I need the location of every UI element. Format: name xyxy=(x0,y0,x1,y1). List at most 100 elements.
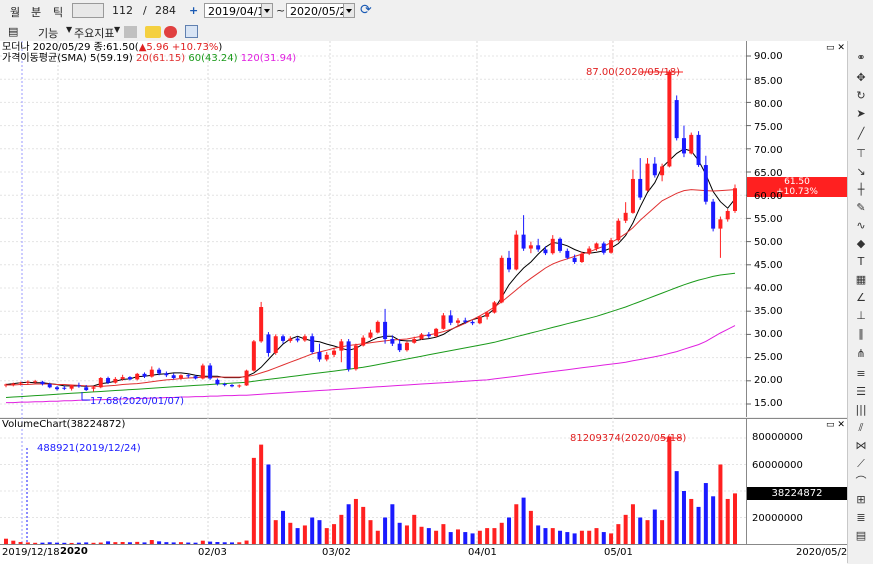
price-tick: 15.00 xyxy=(754,398,783,409)
price-legend: 모더나 2020/05/29 종:61.50(▲5.96 +10.73%) 가격… xyxy=(2,42,296,64)
legend-ma60: 60(43.24) xyxy=(188,53,238,64)
current-price: 61.50 xyxy=(784,177,810,187)
func-menu[interactable]: 기능 xyxy=(38,27,59,40)
current-change: +10.73% xyxy=(776,187,818,197)
price-tick: 50.00 xyxy=(754,237,783,248)
drawing-toolbar: ⚭ ✥ ↻ ➤ ╱ ⊤ ↘ ┼ ✎ ∿ ◆ T ▦ ∠ ⊥ ‖ ⋔ ≡ ☰ ||… xyxy=(847,41,873,563)
x-tick: 2019/12/18 xyxy=(2,547,60,558)
refresh-icon[interactable]: ⟳ xyxy=(360,2,372,18)
cycle-tool-icon[interactable]: ↻ xyxy=(856,89,866,102)
wave-tool-icon[interactable]: ∿ xyxy=(856,219,866,232)
low-annotation: 17.68(2020/01/07) xyxy=(90,396,185,407)
tab-minute[interactable]: 분 xyxy=(31,6,42,19)
date-to-dropdown[interactable] xyxy=(343,3,355,18)
price-tick: 80.00 xyxy=(754,99,783,110)
parallel-tool-icon[interactable]: ‖ xyxy=(858,327,864,340)
func-arrow-icon: ▼ xyxy=(66,25,73,34)
stack-tool-icon[interactable]: ≣ xyxy=(856,511,866,524)
ray-tool-icon[interactable]: ↘ xyxy=(856,165,866,178)
price-tick: 45.00 xyxy=(754,260,783,271)
sub-toolbar: ▤ 기능 ▼ 주요지표 ▼ xyxy=(0,22,873,42)
top-toolbar: 월 분 틱 112 / 284 + 2019/04/15 ~ 2020/05/2… xyxy=(0,0,873,23)
legend-ma20: 20(61.15) xyxy=(136,53,186,64)
x-axis xyxy=(0,544,847,564)
indicator-menu[interactable]: 주요지표 xyxy=(74,27,115,40)
hline-tool-icon[interactable]: ⊤ xyxy=(856,147,866,160)
text-tool-icon[interactable]: T xyxy=(857,255,865,268)
cross-tool-icon[interactable]: ✥ xyxy=(856,71,866,84)
add-button[interactable]: + xyxy=(189,4,199,17)
tab-month[interactable]: 월 xyxy=(10,6,21,19)
volume-tick: 80000000 xyxy=(752,432,803,443)
vol-min-annotation: 488921(2019/12/24) xyxy=(37,443,141,454)
legend-close-info: 2020/05/29 종:61.50( xyxy=(32,42,139,53)
color-box-icon[interactable] xyxy=(124,26,137,38)
x-tick: 2020 xyxy=(60,546,88,557)
legend-stock-name: 모더나 xyxy=(2,42,30,53)
price-tick: 55.00 xyxy=(754,214,783,225)
price-tick: 35.00 xyxy=(754,306,783,317)
bars-tool-icon[interactable]: ||| xyxy=(855,403,867,416)
count-value: 112 xyxy=(112,4,133,17)
legend-change: ▲5.96 +10.73% xyxy=(138,42,219,53)
period-input[interactable] xyxy=(72,3,104,18)
gann-tool-icon[interactable]: ⋈ xyxy=(855,439,867,452)
volume-tick: 20000000 xyxy=(752,513,803,524)
date-from-input[interactable]: 2019/04/15 xyxy=(204,3,271,18)
fib-tool-icon[interactable]: ≡ xyxy=(856,367,866,380)
line-tool-icon[interactable]: ╱ xyxy=(857,127,865,140)
date-from-dropdown[interactable] xyxy=(261,3,273,18)
pointer-tool-icon[interactable]: ➤ xyxy=(856,107,866,120)
price-tick: 75.00 xyxy=(754,122,783,133)
price-tick: 60.00 xyxy=(754,191,783,202)
angle-tool-icon[interactable]: ∠ xyxy=(856,291,866,304)
shape-tool-icon[interactable]: ◆ xyxy=(856,237,866,250)
stop-icon[interactable] xyxy=(164,26,177,38)
fan2-tool-icon[interactable]: ⟋ xyxy=(857,457,865,470)
x-tick: 03/02 xyxy=(322,547,351,558)
volume-axis xyxy=(746,418,848,545)
grid-icon[interactable] xyxy=(185,25,198,38)
indicator-arrow-icon: ▼ xyxy=(114,25,121,34)
price-tick: 20.00 xyxy=(754,375,783,386)
checkbox-icon[interactable]: ▤ xyxy=(8,25,19,38)
date-to-input[interactable]: 2020/05/29 xyxy=(286,3,353,18)
high-annotation: 87.00(2020/05/18) xyxy=(586,67,681,78)
price-tick: 40.00 xyxy=(754,283,783,294)
volume-plot[interactable] xyxy=(0,418,746,545)
legend-ma5: 5(59.19) xyxy=(90,53,133,64)
price-tick: 25.00 xyxy=(754,352,783,363)
arc-tool-icon[interactable]: ⌒ xyxy=(855,475,867,488)
volume-panel-buttons[interactable]: ▭ ✕ xyxy=(826,420,845,430)
price-tick: 85.00 xyxy=(754,76,783,87)
x-tick: 02/03 xyxy=(198,547,227,558)
current-price-tag: 61.50 +10.73% xyxy=(747,177,847,197)
data-icon[interactable] xyxy=(145,26,161,38)
slant-tool-icon[interactable]: ⫽ xyxy=(858,421,864,434)
tab-tick[interactable]: 틱 xyxy=(53,6,64,19)
price-tick: 90.00 xyxy=(754,51,783,62)
fib2-tool-icon[interactable]: ☰ xyxy=(856,385,866,398)
pencil-tool-icon[interactable]: ✎ xyxy=(856,201,866,214)
count-sep: / xyxy=(143,4,147,17)
level-tool-icon[interactable]: ⊥ xyxy=(856,309,866,322)
x-tick: 04/01 xyxy=(468,547,497,558)
legend-close-paren: ) xyxy=(218,42,223,53)
current-volume-tag: 38224872 xyxy=(747,487,847,500)
link-tool-icon[interactable]: ⚭ xyxy=(856,51,866,64)
price-tick: 30.00 xyxy=(754,329,783,340)
grid2-tool-icon[interactable]: ⊞ xyxy=(856,493,866,506)
price-panel-buttons[interactable]: ▭ ✕ xyxy=(826,43,845,53)
tilde-text: ~ xyxy=(276,4,286,17)
legend-ma-name: 가격이동평균(SMA) xyxy=(2,53,87,64)
chart-tool-icon[interactable]: ▤ xyxy=(855,529,867,542)
legend-ma120: 120(31.94) xyxy=(240,53,297,64)
volume-tick: 60000000 xyxy=(752,460,803,471)
price-axis xyxy=(746,41,848,417)
table-tool-icon[interactable]: ▦ xyxy=(855,273,867,286)
price-plot[interactable] xyxy=(0,41,746,417)
x-tick: 2020/05/29 xyxy=(796,547,854,558)
count-total: 284 xyxy=(155,4,176,17)
fan-tool-icon[interactable]: ⋔ xyxy=(856,347,866,360)
cross-line-tool-icon[interactable]: ┼ xyxy=(857,183,865,196)
